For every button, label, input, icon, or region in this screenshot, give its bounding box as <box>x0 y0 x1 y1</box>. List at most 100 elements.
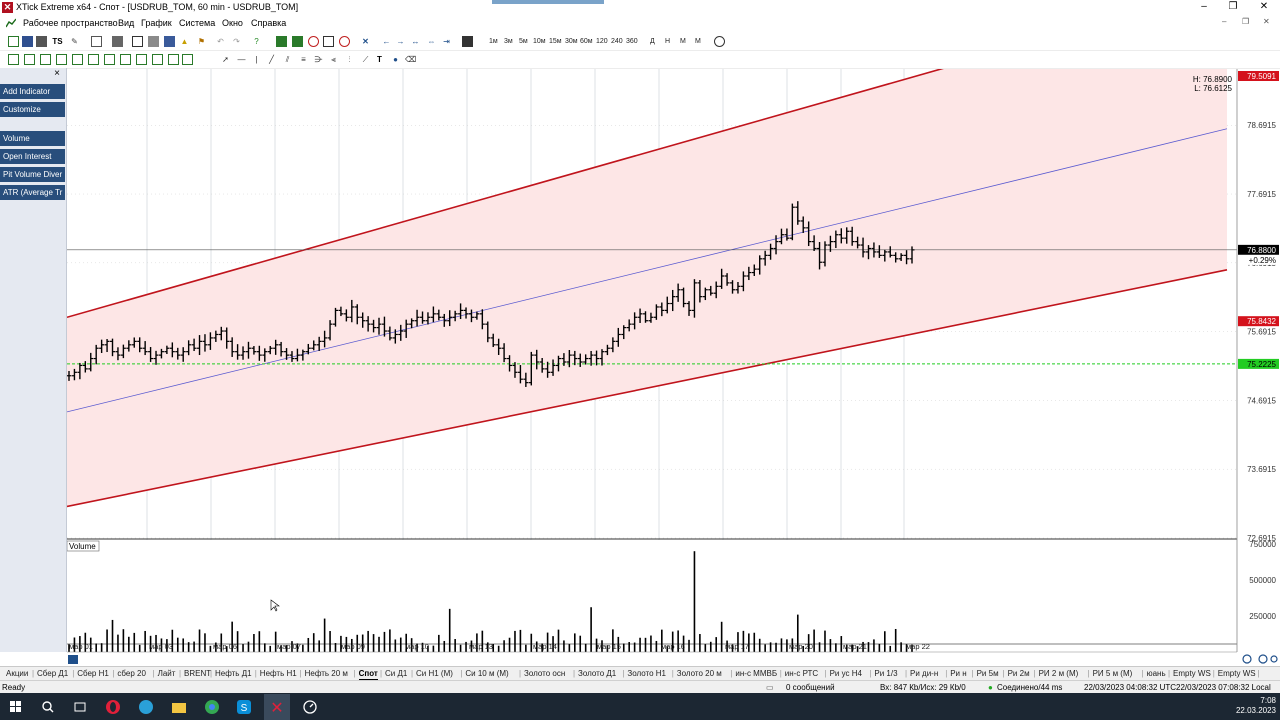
study6-icon[interactable] <box>88 54 99 65</box>
eraser-icon[interactable]: ⌫ <box>405 55 417 64</box>
workspace-tab[interactable]: Ри ди-н <box>910 669 939 678</box>
target-icon[interactable] <box>308 36 319 47</box>
workspace-tab[interactable]: РИ 5 м (М) <box>1092 669 1133 678</box>
tf-15m-button[interactable]: 15м <box>549 38 562 45</box>
tf-month-button[interactable]: М <box>680 38 686 45</box>
cross-icon[interactable]: ✕ <box>362 37 369 46</box>
workspace-tab[interactable]: Лайт <box>157 669 176 678</box>
crop-icon[interactable] <box>323 36 334 47</box>
study5-icon[interactable] <box>72 54 83 65</box>
fit-icon[interactable]: ⇥ <box>443 37 450 46</box>
windows-start-icon[interactable] <box>6 697 26 717</box>
opera-icon[interactable] <box>103 697 123 717</box>
workspace-tab[interactable]: Ри 5м <box>976 669 999 678</box>
mdi-restore-button[interactable]: ❐ <box>1242 17 1250 26</box>
task-view-icon[interactable] <box>70 697 90 717</box>
menu-view[interactable]: Вид <box>118 18 135 28</box>
menu-system[interactable]: Система <box>179 18 216 28</box>
tf-3m-button[interactable]: 3м <box>504 38 513 45</box>
menu-help[interactable]: Справка <box>251 18 287 28</box>
pitchfork-icon[interactable]: ⫷ <box>331 55 336 64</box>
scroll-end-icon[interactable] <box>1270 655 1278 663</box>
expand-icon[interactable]: ↔ <box>411 37 420 46</box>
study11-icon[interactable] <box>168 54 179 65</box>
workspace-tab[interactable]: юань <box>1146 669 1166 678</box>
tf-10m-button[interactable]: 10м <box>533 38 546 45</box>
tf-m-button[interactable]: М <box>695 38 701 45</box>
tf-240-button[interactable]: 240 <box>611 38 623 45</box>
channel-bottom-line[interactable] <box>67 269 1228 508</box>
workspace-tab[interactable]: ин-с ММВБ <box>735 669 778 678</box>
panel-close-icon[interactable]: × <box>54 68 60 79</box>
workspace-tab[interactable]: Спот <box>358 669 378 680</box>
table-icon[interactable] <box>148 36 159 47</box>
workspace-tab[interactable]: Акции <box>6 669 29 678</box>
maximize-button[interactable]: ❐ <box>1228 1 1238 12</box>
indicator-icon[interactable] <box>292 36 303 47</box>
workspace-tab[interactable]: Золото осн <box>524 669 566 678</box>
tf-360-button[interactable]: 360 <box>626 38 638 45</box>
workspace-tab[interactable]: Нефть 20 м <box>304 669 348 678</box>
tf-120-button[interactable]: 120 <box>596 38 608 45</box>
study4-icon[interactable] <box>56 54 67 65</box>
workspace-tab[interactable]: Нефть Д1 <box>215 669 252 678</box>
fan-icon[interactable]: ⋺ <box>314 55 323 64</box>
workspace-tab[interactable]: Ри н <box>950 669 967 678</box>
compress-icon[interactable]: ⇔ <box>427 37 436 46</box>
line-chart-icon[interactable] <box>8 36 19 47</box>
tf-week-button[interactable]: Н <box>665 38 671 45</box>
menu-workspace[interactable]: Рабочее пространство <box>23 18 118 28</box>
pointer-icon[interactable]: ➚ <box>222 55 229 64</box>
gann-icon[interactable]: ⟋ <box>362 55 369 64</box>
tf-day-button[interactable]: Д <box>650 38 655 45</box>
info-icon[interactable]: ? <box>254 37 259 46</box>
minimize-button[interactable]: – <box>1201 1 1207 12</box>
undo-icon[interactable]: ↶ <box>217 37 224 46</box>
menu-chart[interactable]: График <box>141 18 172 28</box>
dom-icon[interactable] <box>164 36 175 47</box>
tf-5m-button[interactable]: 5м <box>519 38 528 45</box>
grid-icon[interactable] <box>132 36 143 47</box>
chart-menu-icon[interactable] <box>6 18 16 28</box>
workspace-tab[interactable]: Сбер Д1 <box>37 669 69 678</box>
mdi-minimize-button[interactable]: – <box>1222 17 1227 26</box>
workspace-icon[interactable] <box>462 36 473 47</box>
workspace-tab[interactable]: BRENT <box>184 669 212 678</box>
study2-icon[interactable] <box>24 54 35 65</box>
workspace-tab[interactable]: Си Н1 (М) <box>416 669 453 678</box>
workspace-tab[interactable]: Си 10 м (М) <box>465 669 509 678</box>
workspace-tab[interactable]: РИ 2 м (М) <box>1038 669 1079 678</box>
cycle-icon[interactable]: ⫶ <box>348 55 351 64</box>
time-sales-icon[interactable]: TS <box>52 37 63 46</box>
workspace-tab[interactable]: Ри 2м <box>1007 669 1030 678</box>
stop-icon[interactable] <box>339 36 350 47</box>
indicator-open-interest-button[interactable]: Open Interest <box>0 149 65 164</box>
tf-60m-button[interactable]: 60м <box>580 38 593 45</box>
shape-icon[interactable]: ● <box>393 55 398 64</box>
calendar-icon[interactable] <box>68 655 78 664</box>
mdi-close-button[interactable]: ✕ <box>1263 17 1270 26</box>
edge-icon[interactable] <box>136 697 156 717</box>
study10-icon[interactable] <box>152 54 163 65</box>
channel-top-line[interactable] <box>67 0 1227 319</box>
status-messages[interactable]: 0 сообщений <box>786 683 835 692</box>
print-icon[interactable] <box>112 36 123 47</box>
workspace-tab[interactable]: Золото 20 м <box>676 669 722 678</box>
workspace-tab[interactable]: Нефть Н1 <box>259 669 297 678</box>
fib-icon[interactable]: ≡ <box>301 55 306 64</box>
text-tool-icon[interactable]: T <box>377 55 382 64</box>
workspace-tab[interactable]: Ри 1/3 <box>874 669 898 678</box>
workspace-tab[interactable]: Золото Д1 <box>578 669 617 678</box>
page-icon[interactable] <box>91 36 102 47</box>
study8-icon[interactable] <box>120 54 131 65</box>
workspace-tab[interactable]: Empty WS <box>1173 669 1211 678</box>
hline-icon[interactable]: — <box>237 55 246 64</box>
workspace-tab[interactable]: Си Д1 <box>385 669 408 678</box>
alert-icon[interactable]: ▲ <box>180 37 189 46</box>
tf-1m-button[interactable]: 1м <box>489 38 498 45</box>
explorer-icon[interactable] <box>169 697 189 717</box>
pencil-icon[interactable]: ✎ <box>71 37 78 46</box>
workspace-tab[interactable]: сбер 20 <box>117 669 146 678</box>
channel-icon[interactable]: ⫽ <box>285 55 290 64</box>
workspace-tab[interactable]: Золото Н1 <box>627 669 666 678</box>
